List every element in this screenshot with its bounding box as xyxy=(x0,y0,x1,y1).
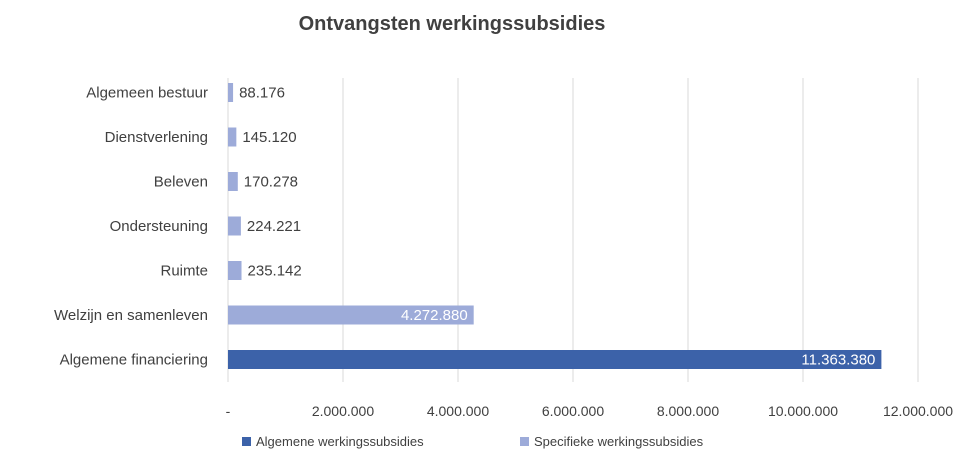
category-label: Beleven xyxy=(154,174,208,191)
bar xyxy=(228,83,234,102)
category-label: Algemene financiering xyxy=(60,352,208,369)
category-label: Ruimte xyxy=(160,263,208,280)
category-label: Welzijn en samenleven xyxy=(54,307,208,324)
legend-label: Algemene werkingssubsidies xyxy=(256,434,424,449)
legend-label: Specifieke werkingssubsidies xyxy=(534,434,704,449)
category-labels: Algemeen bestuur Dienstverlening Beleven On… xyxy=(54,85,208,369)
gridlines xyxy=(227,78,919,382)
x-tick-label: 6.000.000 xyxy=(542,403,604,419)
data-label: 11.363.380 xyxy=(801,352,875,369)
data-label: 235.142 xyxy=(248,263,302,280)
bar xyxy=(228,127,237,147)
x-tick-label: 4.000.000 xyxy=(427,403,489,419)
category-label: Ondersteuning xyxy=(110,218,208,235)
category-label: Algemeen bestuur xyxy=(86,85,208,102)
bar xyxy=(228,350,882,369)
data-labels: 88.176 145.120 170.278 224.221 235.142 4.272.… xyxy=(239,85,875,369)
x-tick-label: 8.000.000 xyxy=(657,403,719,419)
x-tick-labels: - 2.000.000 4.000.000 6.000.000 8.000.000 10.… xyxy=(226,403,954,419)
x-tick-label: 2.000.000 xyxy=(312,403,374,419)
data-label: 4.272.880 xyxy=(401,307,468,324)
bar xyxy=(228,216,241,236)
legend-swatch xyxy=(520,437,529,446)
legend-swatch xyxy=(242,437,251,446)
x-tick-label: 10.000.000 xyxy=(768,403,838,419)
legend: Algemene werkingssubsidies Specifieke wer… xyxy=(242,434,704,449)
data-label: 145.120 xyxy=(242,129,296,146)
data-label: 88.176 xyxy=(239,85,285,102)
x-tick-label: - xyxy=(226,403,231,419)
bars xyxy=(228,83,882,369)
x-tick-label: 12.000.000 xyxy=(883,403,953,419)
bar xyxy=(228,305,474,325)
data-label: 224.221 xyxy=(247,218,301,235)
bar xyxy=(228,261,242,280)
bar xyxy=(228,172,238,191)
category-label: Dienstverlening xyxy=(105,129,208,146)
data-label: 170.278 xyxy=(244,174,298,191)
chart-title: Ontvangsten werkingssubsidies xyxy=(299,13,606,35)
